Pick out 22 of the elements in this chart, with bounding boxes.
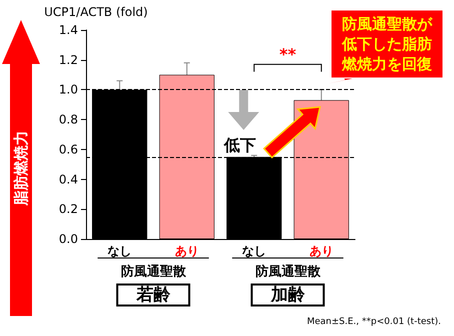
text: 脂肪燃焼力 <box>12 130 30 206</box>
x-tick-label: あり <box>309 244 334 258</box>
x-tick-label: あり <box>174 244 199 258</box>
y-tick-label: 0.6 <box>58 142 78 156</box>
annotation: 低下 <box>223 135 256 154</box>
y-tick-label: 1.2 <box>58 52 78 67</box>
x-tick-label: なし <box>108 244 132 258</box>
text: 若齢 <box>135 285 172 305</box>
y-tick-label: 0.0 <box>58 232 78 246</box>
annotation: ** <box>279 44 297 64</box>
y-tick-label: 0.8 <box>58 112 78 127</box>
x-tick-label: なし <box>242 244 266 258</box>
text: 防風通聖散 <box>255 264 322 280</box>
y-axis-title: UCP1/ACTB (fold) <box>44 5 148 19</box>
text: 防風通聖散 <box>120 264 187 280</box>
y-tick-label: 0.2 <box>58 202 78 216</box>
y-tick-label: 0.4 <box>58 172 78 186</box>
y-tick-label: 1.0 <box>58 82 78 97</box>
annotation: 防風通聖散が低下した脂肪燃焼力を回復 <box>341 15 433 73</box>
text: Mean±S.E., **p<0.01 (t-test). <box>306 317 441 327</box>
y-tick-label: 1.4 <box>58 23 78 37</box>
text: 加齢 <box>270 285 306 305</box>
